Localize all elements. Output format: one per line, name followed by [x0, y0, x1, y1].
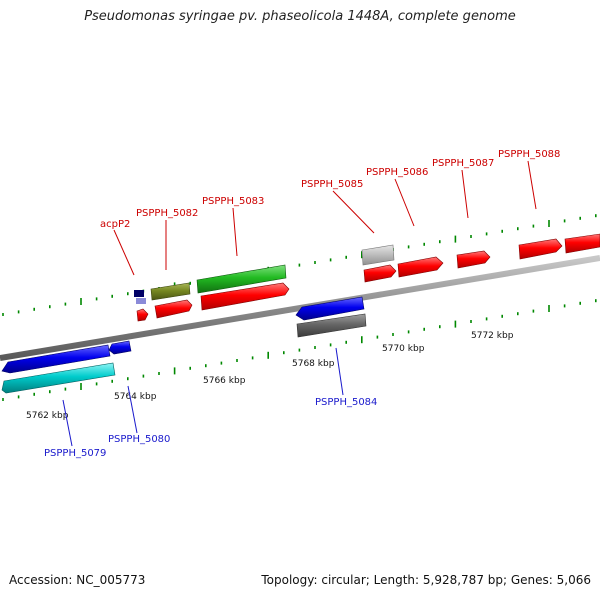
bottom-label-leaders: [62, 347, 344, 447]
kbp-label: 5764 kbp: [114, 392, 157, 402]
top-label-leaders: [113, 160, 537, 276]
gene-label-PSPPH_5080[interactable]: PSPPH_5080: [108, 434, 170, 445]
gene-arrow-PSPPH_5079-alt[interactable]: [1, 362, 116, 394]
gene-block-PSPPH_5085-lightgrey[interactable]: [361, 244, 395, 266]
gene-arrow-PSPPH_5080[interactable]: [108, 340, 132, 355]
gene-arrow-PSPPH_5082[interactable]: [154, 299, 193, 319]
gene-label-PSPPH_5082[interactable]: PSPPH_5082: [136, 208, 198, 219]
bottom-gene-labels: PSPPH_5079 PSPPH_5080 PSPPH_5084: [44, 397, 377, 459]
lower-tick-ring: [2, 299, 597, 401]
gene-label-acpP2[interactable]: acpP2: [100, 219, 130, 230]
kbp-label: 5768 kbp: [292, 359, 335, 369]
gene-arrow-acpP2[interactable]: [136, 308, 149, 322]
gene-block-PSPPH_5082-olive[interactable]: [150, 282, 191, 301]
gene-label-PSPPH_5085[interactable]: PSPPH_5085: [301, 179, 363, 190]
gene-label-PSPPH_5083[interactable]: PSPPH_5083: [202, 196, 264, 207]
top-gene-labels: acpP2 PSPPH_5082 PSPPH_5083 PSPPH_5085 P…: [100, 149, 560, 230]
gene-label-PSPPH_5087[interactable]: PSPPH_5087: [432, 158, 494, 169]
gene-arrow-PSPPH_5088[interactable]: [518, 238, 563, 260]
gene-arrow-PSPPH_5087[interactable]: [456, 250, 491, 269]
gene-arrow-PSPPH_5083[interactable]: [200, 282, 290, 311]
gene-label-PSPPH_5079[interactable]: PSPPH_5079: [44, 448, 106, 459]
accession-label: Accession: NC_005773: [9, 573, 146, 587]
gene-block-acpP2-navy[interactable]: [134, 290, 144, 297]
kbp-label: 5772 kbp: [471, 331, 514, 341]
kbp-label: 5766 kbp: [203, 376, 246, 386]
gene-label-PSPPH_5086[interactable]: PSPPH_5086: [366, 167, 428, 178]
map-title: Pseudomonas syringae pv. phaseolicola 14…: [84, 9, 516, 24]
gene-block-PSPPH_5083-green[interactable]: [196, 264, 287, 294]
gene-arrow-PSPPH_5086[interactable]: [397, 256, 444, 278]
gene-arrow-PSPPH_5079[interactable]: [1, 344, 111, 374]
genome-stats: Topology: circular; Length: 5,928,787 bp…: [261, 573, 591, 587]
kbp-label: 5762 kbp: [26, 411, 69, 421]
gene-block-grey-5084[interactable]: [296, 313, 367, 338]
gene-block-acpP2-violet[interactable]: [136, 298, 146, 304]
genome-backbone: [0, 255, 600, 361]
gene-label-PSPPH_5088[interactable]: PSPPH_5088: [498, 149, 560, 160]
forward-strand-features: [134, 233, 600, 322]
kbp-scale-labels: 5762 kbp 5764 kbp 5766 kbp 5768 kbp 5770…: [26, 331, 514, 421]
gene-arrow-PSPPH_5085[interactable]: [363, 264, 397, 283]
gene-arrow-PSPPH_5088-next[interactable]: [564, 233, 600, 254]
kbp-label: 5770 kbp: [382, 344, 425, 354]
reverse-strand-features: [1, 296, 367, 394]
gene-label-PSPPH_5084[interactable]: PSPPH_5084: [315, 397, 377, 408]
gene-arrow-PSPPH_5084[interactable]: [295, 296, 365, 321]
upper-tick-ring: [2, 214, 597, 316]
